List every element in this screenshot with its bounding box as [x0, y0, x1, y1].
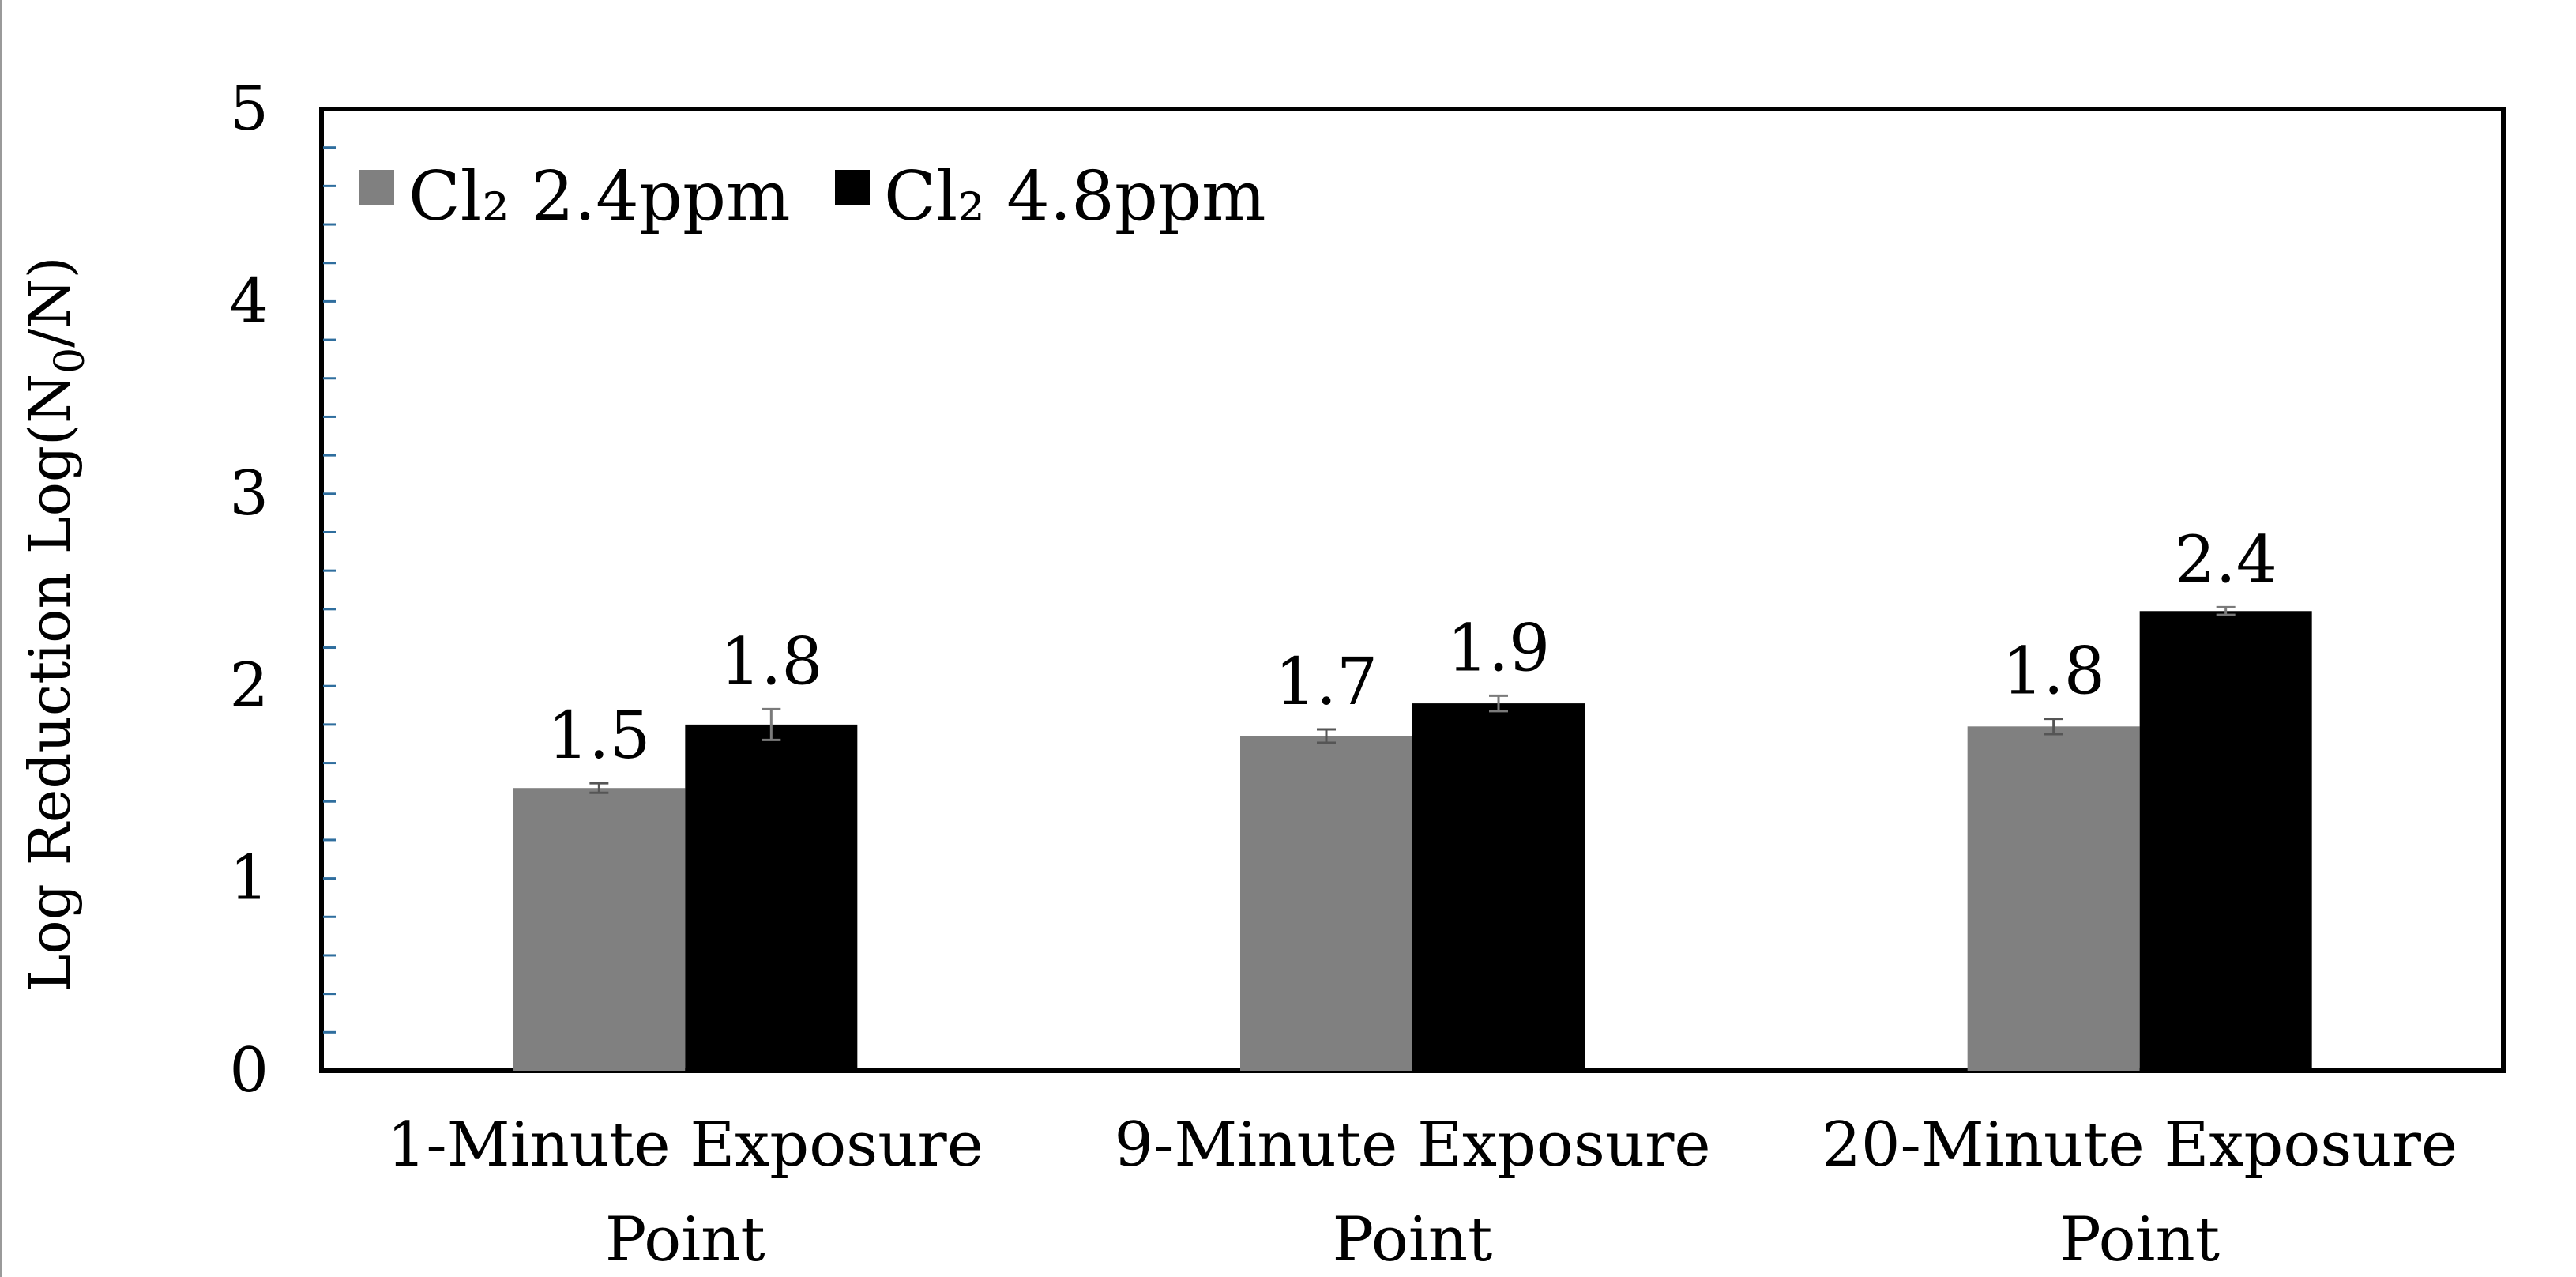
x-tick-label: Point	[605, 1204, 765, 1275]
data-label: 2.4	[2174, 522, 2277, 597]
data-label: 1.8	[2002, 635, 2104, 710]
y-tick-label: 1	[229, 843, 269, 914]
plot-area: 0 1 2 3 4 5 1.5 1.8 1-Minute Exposure Point 1.7 1.9…	[229, 73, 2506, 1275]
bar	[2139, 611, 2312, 1071]
legend-swatch	[359, 170, 394, 205]
x-tick-label: Point	[2059, 1204, 2220, 1275]
left-edge-rule	[0, 0, 2, 1277]
x-tick-label: 1-Minute Exposure	[387, 1109, 983, 1181]
bar	[513, 788, 686, 1071]
bar	[1412, 703, 1585, 1071]
data-label: 1.9	[1447, 611, 1550, 686]
y-tick-label: 5	[229, 73, 269, 145]
legend-label: Cl₂ 4.8ppm	[884, 157, 1266, 236]
data-label: 1.7	[1275, 645, 1378, 720]
data-label: 1.5	[547, 699, 650, 774]
y-tick-label: 2	[229, 650, 269, 721]
x-tick-label: Point	[1333, 1204, 1493, 1275]
legend-swatch	[835, 170, 870, 205]
y-axis-label: Log Reduction Log(N0/N)	[17, 256, 94, 992]
y-tick-label: 3	[229, 458, 269, 529]
bar	[685, 724, 858, 1071]
bar	[1240, 736, 1412, 1071]
data-label: 1.8	[720, 624, 822, 699]
legend-label: Cl₂ 2.4ppm	[408, 157, 791, 236]
x-tick-label: 20-Minute Exposure	[1822, 1109, 2458, 1181]
bar	[1967, 726, 2140, 1071]
y-tick-label: 0	[229, 1035, 269, 1106]
y-tick-label: 4	[229, 266, 269, 337]
x-tick-label: 9-Minute Exposure	[1114, 1109, 1710, 1181]
